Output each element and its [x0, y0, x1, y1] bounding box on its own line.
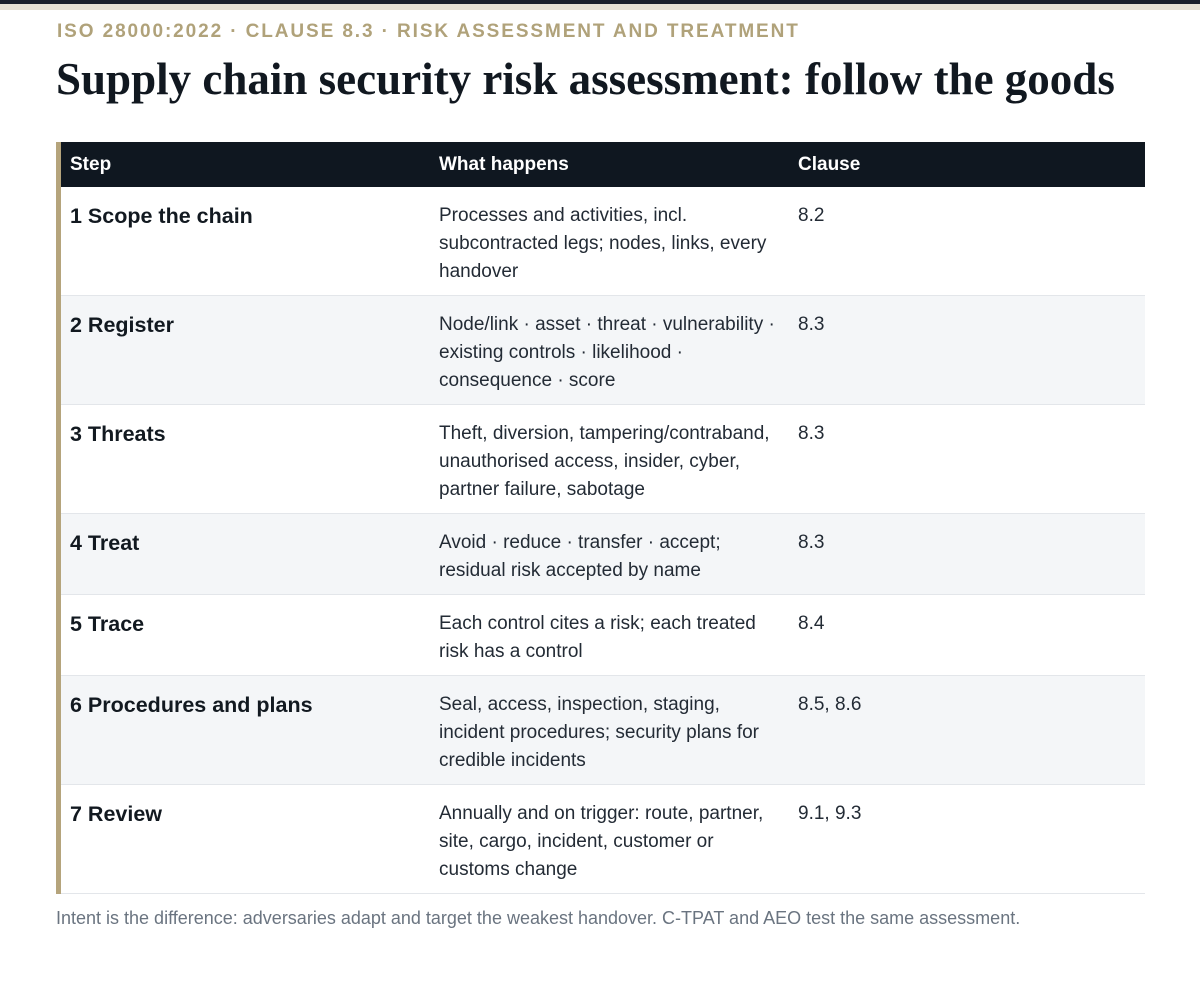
top-rule-accent	[0, 4, 1200, 10]
step-cell: 5 Trace	[70, 612, 145, 636]
column-header-step: Step	[70, 153, 112, 175]
table-row: 3 Threats Theft, diversion, tampering/co…	[61, 405, 1145, 514]
table-row: 1 Scope the chain Processes and activiti…	[61, 187, 1145, 296]
table-row: 2 Register Node/link · asset · threat · …	[61, 295, 1145, 405]
step-cell: 2 Register	[70, 313, 174, 337]
what-happens-cell: Seal, access, inspection, staging, incid…	[439, 694, 759, 771]
what-happens-cell: Annually and on trigger: route, partner,…	[439, 803, 764, 880]
clause-cell: 8.3	[798, 532, 825, 553]
page-title: Supply chain security risk assessment: f…	[56, 54, 1115, 104]
step-cell: 7 Review	[70, 802, 163, 826]
table-row: 4 Treat Avoid · reduce · transfer · acce…	[61, 513, 1145, 595]
clause-cell: 8.3	[798, 423, 825, 444]
what-happens-cell: Processes and activities, incl. subcontr…	[439, 205, 767, 282]
clause-cell: 8.2	[798, 205, 825, 226]
step-cell: 1 Scope the chain	[70, 204, 253, 228]
clause-cell: 8.5, 8.6	[798, 694, 862, 715]
table-row: 7 Review Annually and on trigger: route,…	[61, 785, 1145, 894]
step-cell: 3 Threats	[70, 422, 166, 446]
top-rule	[0, 0, 1200, 4]
page-kicker: ISO 28000:2022 · CLAUSE 8.3 · RISK ASSES…	[57, 21, 800, 42]
clause-cell: 9.1, 9.3	[798, 803, 862, 824]
clause-cell: 8.4	[798, 613, 825, 634]
column-header-clause: Clause	[798, 153, 861, 175]
step-cell: 6 Procedures and plans	[70, 693, 313, 717]
what-happens-cell: Each control cites a risk; each treated …	[439, 613, 756, 662]
footnote: Intent is the difference: adversaries ad…	[56, 908, 1021, 928]
what-happens-cell: Node/link · asset · threat · vulnerabili…	[439, 314, 775, 391]
column-header-what-happens: What happens	[439, 153, 569, 175]
table-row: 6 Procedures and plans Seal, access, ins…	[61, 675, 1145, 785]
table-row: 5 Trace Each control cites a risk; each …	[61, 595, 1145, 676]
table-header-row: Step What happens Clause	[61, 142, 1145, 187]
step-cell: 4 Treat	[70, 531, 140, 555]
risk-assessment-table: Step What happens Clause 1 Scope the cha…	[61, 142, 1145, 894]
what-happens-cell: Theft, diversion, tampering/contraband, …	[439, 423, 770, 500]
risk-assessment-table-container: Step What happens Clause 1 Scope the cha…	[56, 142, 1145, 894]
what-happens-cell: Avoid · reduce · transfer · accept; resi…	[439, 532, 721, 581]
clause-cell: 8.3	[798, 314, 825, 335]
